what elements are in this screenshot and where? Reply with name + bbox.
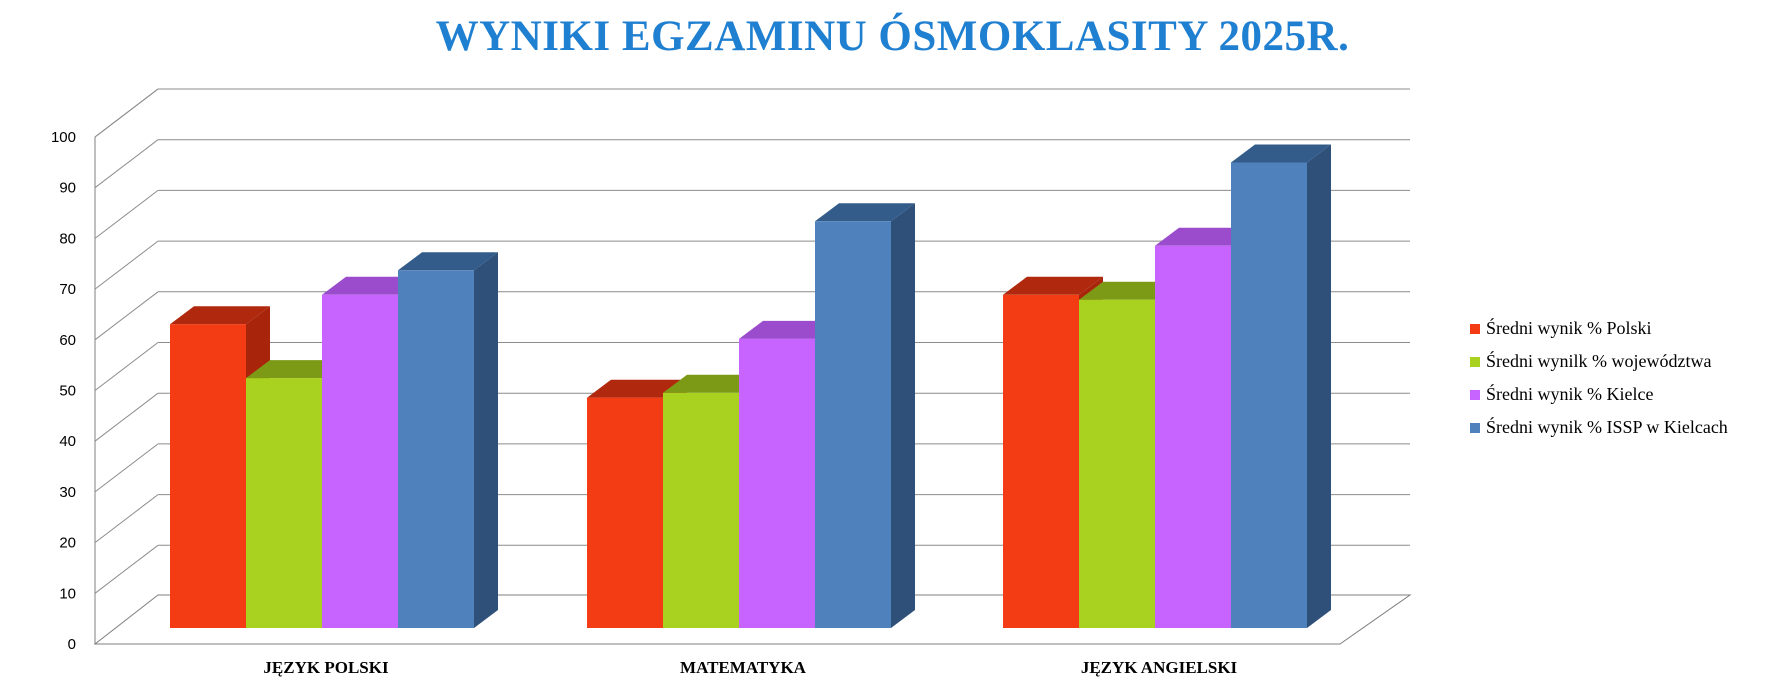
gridline-diagonal	[94, 139, 159, 189]
gridline-diagonal	[94, 392, 159, 442]
y-tick-label: 90	[59, 180, 76, 197]
bar-front	[587, 397, 663, 628]
bar-top	[322, 276, 422, 295]
legend-item: Średni wynik % Kielce	[1470, 378, 1728, 411]
bar-front	[322, 294, 398, 628]
bars	[170, 144, 1331, 629]
bar-front	[1079, 299, 1155, 628]
y-tick-label: 20	[59, 535, 76, 552]
x-category-label: JĘZYK ANGIELSKI	[1081, 658, 1238, 677]
bar-front	[739, 338, 815, 628]
chart-floor	[93, 594, 1412, 645]
y-tick-label: 40	[59, 433, 76, 450]
gridline-diagonal	[94, 342, 159, 391]
legend-label: Średni wynik % Polski	[1486, 318, 1652, 338]
bar-side	[891, 203, 915, 629]
legend-label: Średni wynik % ISSP w Kielcach	[1486, 417, 1728, 437]
legend-swatch	[1470, 323, 1480, 334]
bar	[663, 374, 763, 628]
y-axis-ticks: 0 10 20 30 40 50 60 70 80 90 100	[51, 129, 76, 653]
bar-side	[1307, 144, 1331, 628]
legend-item: Średni wynik % Polski	[1470, 312, 1728, 345]
bar-top	[170, 306, 270, 325]
y-tick-label: 10	[59, 585, 76, 602]
bar	[1231, 144, 1331, 628]
legend-label: Średni wynilk % województwa	[1486, 351, 1712, 371]
legend-label: Średni wynik % Kielce	[1486, 384, 1654, 404]
y-tick-label: 30	[59, 484, 76, 501]
gridline-diagonal	[94, 544, 159, 594]
gridline-diagonal	[94, 291, 159, 341]
x-category-label: MATEMATYKA	[680, 658, 807, 677]
gridline-diagonal	[94, 494, 159, 543]
bar-top	[587, 379, 687, 398]
gridline-diagonal	[94, 190, 159, 239]
bar-front	[398, 270, 474, 628]
bar	[815, 203, 915, 629]
bar-top	[1003, 276, 1103, 295]
legend-swatch	[1470, 422, 1480, 433]
bar-top	[663, 374, 763, 393]
bar-top	[815, 203, 915, 222]
bar-top	[398, 252, 498, 271]
x-category-label: JĘZYK POLSKI	[263, 658, 389, 677]
y-tick-label: 80	[59, 230, 76, 247]
bar-side	[474, 252, 498, 629]
bar-top	[1231, 144, 1331, 163]
bar-front	[1155, 245, 1231, 629]
legend-item: Średni wynik % ISSP w Kielcach	[1470, 411, 1728, 444]
bar-top	[1079, 281, 1179, 300]
gridline-diagonal	[94, 443, 159, 493]
bar-front	[1231, 162, 1307, 628]
bar-front	[663, 392, 739, 628]
legend-swatch	[1470, 356, 1480, 367]
gridline-diagonal	[94, 240, 159, 290]
legend: Średni wynik % Polski Średni wynilk % woj…	[1470, 312, 1728, 444]
bar-front	[170, 324, 246, 628]
y-tick-label: 100	[51, 129, 76, 146]
legend-item: Średni wynilk % województwa	[1470, 345, 1728, 378]
bar-front	[815, 221, 891, 629]
chart-title: WYNIKI EGZAMINU ÓSMOKLASITY 2025R.	[435, 13, 1350, 60]
bar-front	[246, 378, 322, 628]
gridline-diagonal	[94, 88, 159, 138]
y-tick-label: 0	[68, 636, 76, 653]
bar-top	[1155, 227, 1255, 246]
bar-top	[739, 320, 839, 339]
bar-front	[1003, 294, 1079, 628]
y-tick-label: 50	[59, 383, 76, 400]
legend-swatch	[1470, 389, 1480, 400]
bar	[398, 252, 498, 629]
y-tick-label: 70	[59, 281, 76, 298]
y-tick-label: 60	[59, 332, 76, 349]
bar-top	[246, 360, 346, 379]
x-axis-categories: JĘZYK POLSKI MATEMATYKA JĘZYK ANGIELSKI	[263, 658, 1237, 677]
